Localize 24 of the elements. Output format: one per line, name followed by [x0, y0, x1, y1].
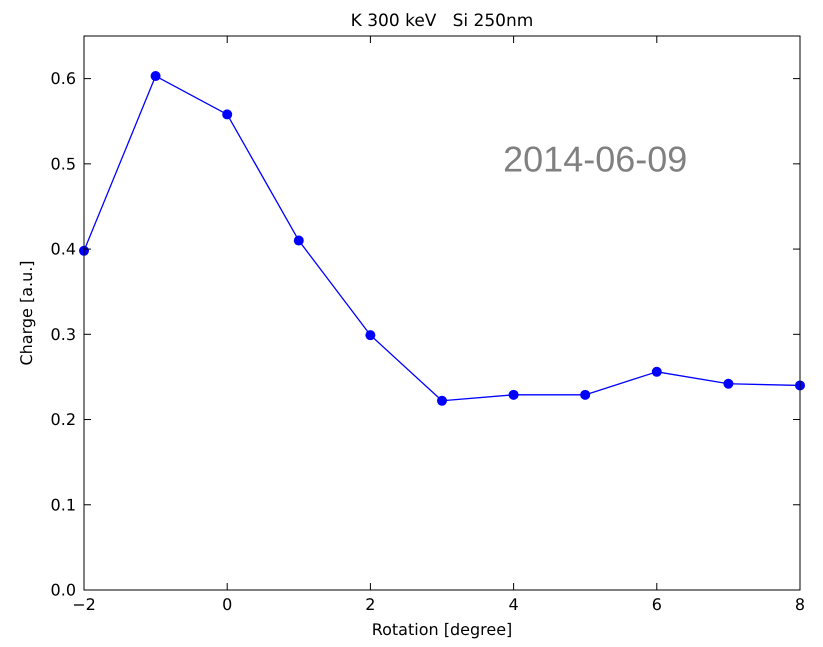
y-tick-label: 0.1	[50, 495, 76, 514]
y-tick-label: 0.4	[50, 240, 76, 259]
y-tick-label: 0.6	[50, 69, 76, 88]
y-tick-label: 0.2	[50, 410, 76, 430]
point	[294, 236, 304, 246]
x-tick-label: 2	[365, 595, 376, 614]
point	[580, 390, 590, 400]
x-tick-label: 4	[508, 595, 519, 614]
annotation: 2014-06-09	[503, 138, 688, 180]
x-axis-title: Rotation [degree]	[372, 620, 512, 639]
point	[222, 109, 232, 120]
y-axis-title: Charge [a.u.]	[17, 260, 36, 366]
chart-title: K 300 keV Si 250nm	[350, 11, 534, 31]
y-tick-label: 0.5	[50, 154, 76, 174]
point	[150, 71, 161, 82]
x-tick-label: 8	[794, 595, 806, 614]
point	[437, 396, 447, 406]
y-tick-label: 0.3	[50, 324, 76, 344]
point	[723, 378, 734, 389]
point	[365, 330, 376, 340]
point	[508, 390, 519, 400]
x-tick-label: 6	[652, 595, 662, 614]
x-tick-label: 0	[222, 595, 232, 614]
point	[652, 366, 662, 377]
